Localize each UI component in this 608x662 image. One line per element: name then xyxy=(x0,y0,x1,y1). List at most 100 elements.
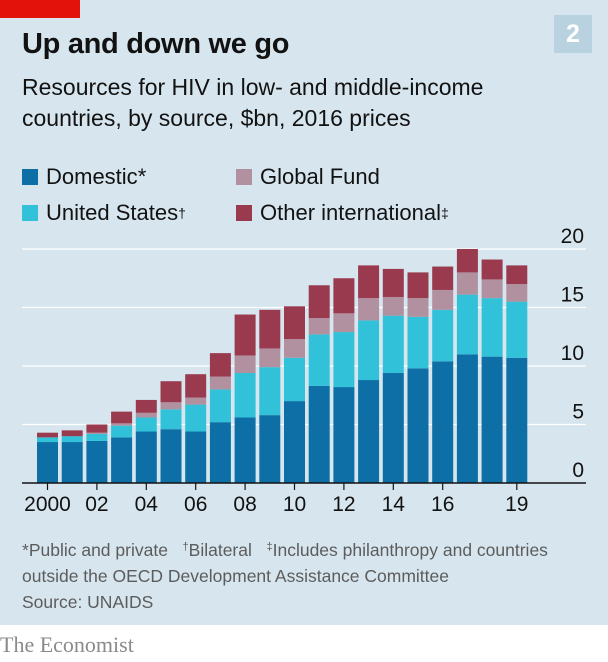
x-tick-label-2014: 14 xyxy=(382,493,406,516)
bar-other-international-2014 xyxy=(382,268,404,297)
bar-united-states-2005 xyxy=(160,409,182,430)
y-tick-label-0: 0 xyxy=(572,459,584,482)
bar-global-fund-2010 xyxy=(284,339,305,358)
brand-red-tag xyxy=(0,0,80,18)
x-tick-label-2010: 10 xyxy=(283,493,306,516)
x-tick-label-2019: 19 xyxy=(505,493,528,516)
bar-other-international-2005 xyxy=(160,381,182,403)
bar-global-fund-2009 xyxy=(259,348,281,368)
bar-other-international-2012 xyxy=(333,278,355,314)
bar-other-international-2006 xyxy=(185,374,207,398)
bar-other-international-2018 xyxy=(481,259,503,280)
legend-label-united-states: United States xyxy=(46,200,179,225)
bar-global-fund-2017 xyxy=(456,272,478,295)
bar-domestic-2003 xyxy=(111,437,133,483)
bar-domestic-2007 xyxy=(209,422,231,483)
footnote-us-mark: † xyxy=(182,541,189,553)
x-tick-label-2006: 06 xyxy=(184,493,207,516)
y-tick-label-15: 15 xyxy=(561,284,584,307)
bar-united-states-2009 xyxy=(259,367,281,416)
bar-united-states-2007 xyxy=(209,389,231,423)
chart-number-badge: 2 xyxy=(554,15,592,53)
legend-label-domestic: Domestic xyxy=(46,164,138,189)
bar-other-international-2017 xyxy=(456,249,478,273)
bar-global-fund-2011 xyxy=(308,318,330,335)
bar-domestic-2008 xyxy=(234,417,256,483)
bar-domestic-2017 xyxy=(456,354,478,483)
legend-label-other-international: Other international xyxy=(260,200,441,225)
legend-label-global-fund: Global Fund xyxy=(260,164,380,189)
bar-domestic-2016 xyxy=(432,361,454,483)
footnotes: *Public and private †Bilateral ‡Includes… xyxy=(22,534,602,615)
legend-item-global-fund: Global Fund xyxy=(236,163,380,191)
bar-domestic-2001 xyxy=(61,442,83,483)
bar-united-states-2002 xyxy=(86,433,108,441)
bar-other-international-2003 xyxy=(111,411,133,424)
bar-global-fund-2015 xyxy=(407,298,429,317)
bar-other-international-2000 xyxy=(37,432,58,438)
bar-united-states-2008 xyxy=(234,373,256,418)
bar-united-states-2004 xyxy=(135,417,157,432)
bar-domestic-2010 xyxy=(284,401,305,483)
chart-title: Up and down we go xyxy=(22,28,290,60)
legend-mark-other-international: ‡ xyxy=(441,205,449,221)
bar-other-international-2008 xyxy=(234,314,256,356)
bar-domestic-2005 xyxy=(160,429,182,483)
bar-other-international-2001 xyxy=(61,430,83,437)
chart-subtitle: Resources for HIV in low- and middle-inc… xyxy=(22,74,484,131)
bar-global-fund-2019 xyxy=(506,284,528,302)
bar-united-states-2003 xyxy=(111,425,133,438)
legend-swatch-domestic xyxy=(22,169,38,185)
bar-other-international-2009 xyxy=(259,309,281,349)
x-tick-label-2016: 16 xyxy=(431,493,454,516)
bar-united-states-2011 xyxy=(308,334,330,386)
bar-united-states-2019 xyxy=(506,301,528,358)
legend-item-other-international: Other international ‡ xyxy=(236,199,449,227)
x-tick-label-2012: 12 xyxy=(332,493,355,516)
bar-domestic-2019 xyxy=(506,357,528,483)
bar-global-fund-2004 xyxy=(135,412,157,418)
bar-other-international-2010 xyxy=(284,306,305,340)
legend-mark-united-states: † xyxy=(178,205,186,221)
bar-other-international-2007 xyxy=(209,353,231,377)
bar-global-fund-2018 xyxy=(481,279,503,299)
bar-domestic-2002 xyxy=(86,440,108,483)
bar-united-states-2000 xyxy=(37,437,58,443)
footnote-other-text: Includes philanthropy and countries outs… xyxy=(22,540,548,586)
bar-united-states-2013 xyxy=(358,320,380,381)
bar-other-international-2015 xyxy=(407,272,429,299)
bar-other-international-2013 xyxy=(358,265,380,299)
y-tick-label-5: 5 xyxy=(572,401,584,424)
brand-logo-text: The Economist xyxy=(0,632,134,657)
bar-global-fund-2005 xyxy=(160,402,182,410)
bar-global-fund-2006 xyxy=(185,397,207,405)
x-tick-label-2002: 02 xyxy=(85,493,108,516)
bar-domestic-2014 xyxy=(382,373,404,483)
bar-global-fund-2003 xyxy=(111,423,133,426)
bar-global-fund-2012 xyxy=(333,313,355,333)
bar-other-international-2016 xyxy=(432,266,454,290)
bar-other-international-2004 xyxy=(135,399,157,413)
bar-domestic-2004 xyxy=(135,431,157,483)
bar-global-fund-2002 xyxy=(86,432,108,434)
bar-domestic-2013 xyxy=(358,380,380,483)
bar-domestic-2011 xyxy=(308,385,330,483)
bar-united-states-2018 xyxy=(481,298,503,357)
bar-global-fund-2016 xyxy=(432,289,454,310)
footnote-source: Source: UNAIDS xyxy=(22,592,154,612)
legend-swatch-global-fund xyxy=(236,169,252,185)
y-tick-label-20: 20 xyxy=(561,225,584,248)
bar-united-states-2010 xyxy=(284,357,305,402)
footnote-other-mark: ‡ xyxy=(266,541,273,553)
bar-united-states-2012 xyxy=(333,332,355,388)
bar-united-states-2001 xyxy=(61,436,83,443)
footnote-domestic-text: Public and private xyxy=(28,540,168,560)
x-tick-label-2008: 08 xyxy=(233,493,256,516)
bar-domestic-2015 xyxy=(407,368,429,483)
bar-domestic-2000 xyxy=(37,442,58,483)
x-tick-label-2004: 04 xyxy=(135,493,159,516)
stacked-bar-chart: 0 5 10 15 20 2000 02 04 06 08 10 12 14 16 19 xyxy=(22,225,586,516)
bar-domestic-2006 xyxy=(185,431,207,483)
bar-domestic-2009 xyxy=(259,415,281,483)
bar-domestic-2012 xyxy=(333,387,355,483)
